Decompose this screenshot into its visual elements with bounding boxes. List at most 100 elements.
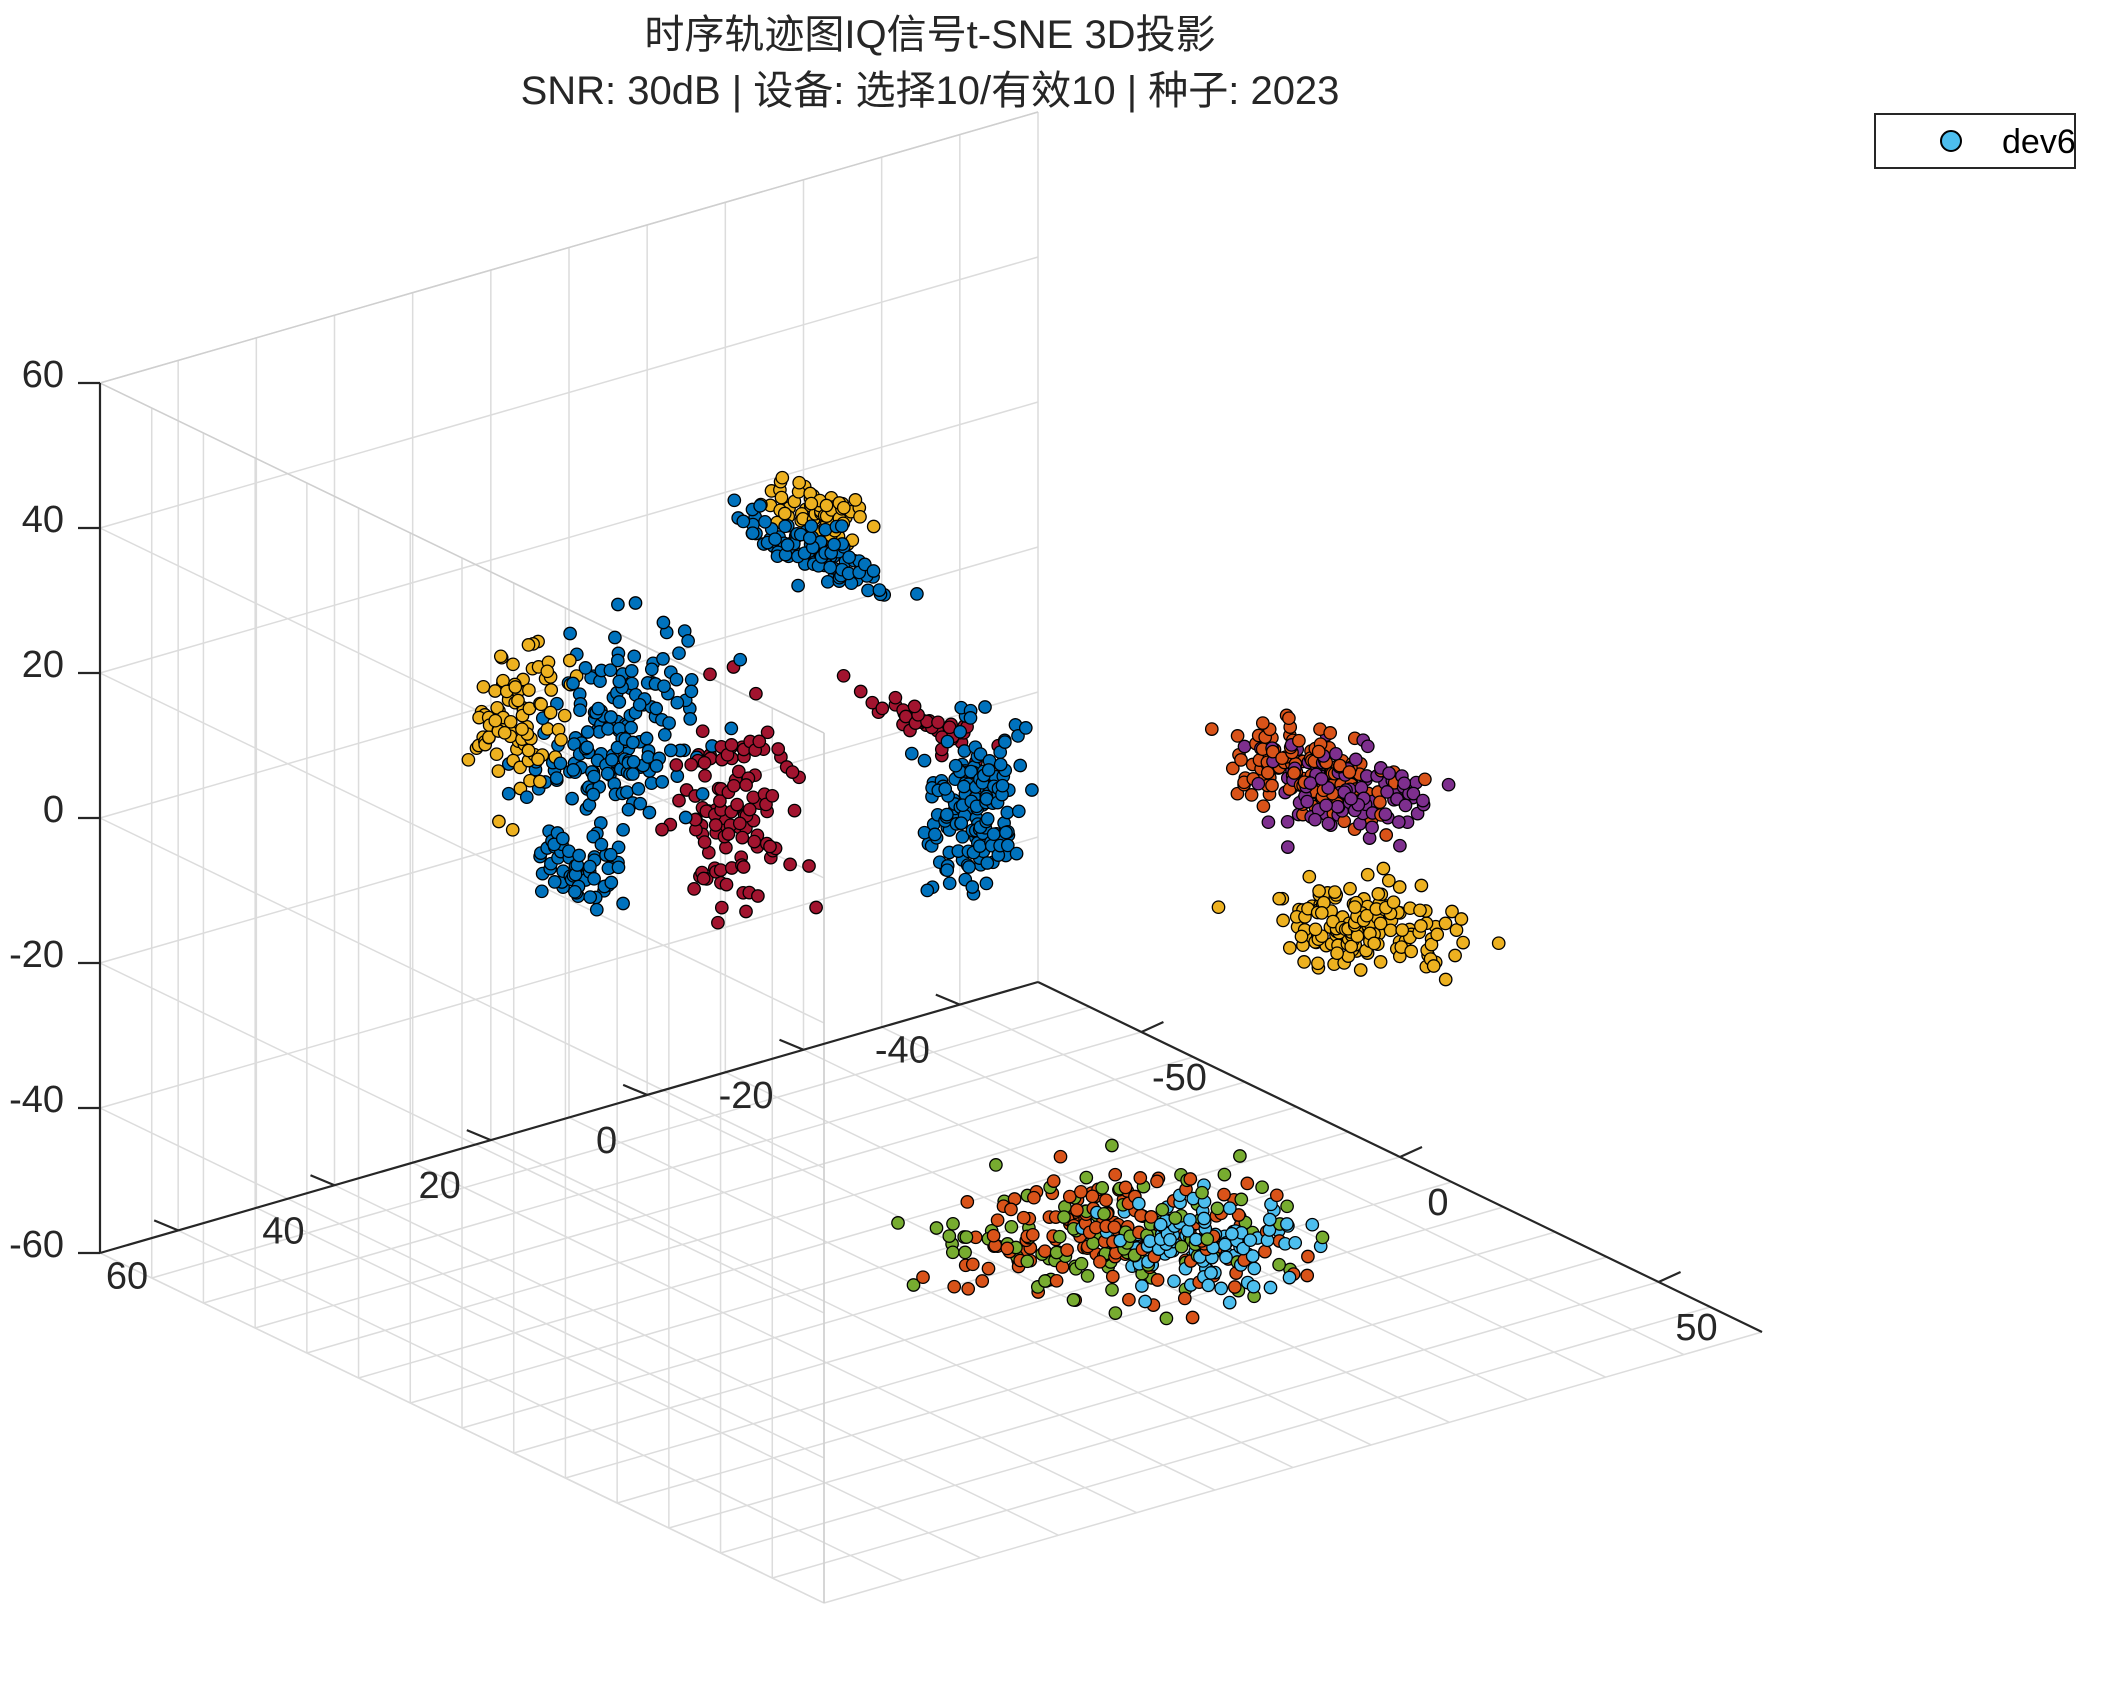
scatter-point (731, 764, 746, 779)
scatter-point (1000, 1241, 1015, 1256)
scatter-point (959, 1230, 974, 1244)
scatter-point (928, 827, 942, 842)
scatter-point (719, 877, 734, 892)
scatter-point (627, 649, 642, 664)
scatter-point (965, 880, 980, 894)
scatter-point (981, 763, 996, 777)
scatter-point (1057, 1210, 1071, 1224)
scatter-point (1105, 1282, 1119, 1297)
scatter-point (662, 716, 676, 730)
scatter-point (1438, 972, 1453, 987)
scatter-point (733, 652, 748, 667)
legend[interactable]: dev6 (1874, 113, 2076, 169)
scatter-point (747, 834, 762, 849)
scatter-point (1302, 869, 1317, 884)
scatter-point (713, 863, 728, 877)
scatter-point (1404, 944, 1419, 959)
scatter-point (739, 904, 753, 919)
scatter-point (505, 822, 520, 837)
scatter-point (981, 1261, 996, 1276)
scatter-point (639, 731, 654, 746)
scatter-point (947, 1279, 962, 1294)
scatter-point (544, 683, 559, 697)
tick-labels: -50 0 50 -40 -20 0 20 40 60 -60 -40 -20 0 20 40 60 (9, 354, 1718, 1349)
scatter-point (1011, 804, 1026, 819)
scatter-point (1105, 1269, 1120, 1284)
scatter-point (501, 786, 516, 801)
scatter-point (1265, 778, 1279, 793)
scatter-point (603, 663, 618, 678)
scatter-point (836, 668, 851, 683)
scatter-point (1204, 722, 1219, 736)
scatter-point (684, 757, 699, 772)
scatter-point (1301, 1249, 1315, 1264)
scatter-point (802, 531, 817, 545)
scatter-point (600, 766, 615, 781)
scatter-point (783, 857, 797, 872)
scatter-point (591, 701, 606, 716)
scatter-point (489, 747, 504, 762)
scatter-point (491, 764, 506, 778)
scatter-point (1308, 812, 1322, 827)
scatter-point (1303, 776, 1318, 790)
scatter-point (657, 727, 672, 742)
scatter-point (604, 710, 618, 724)
scatter-point (1360, 739, 1375, 754)
scatter-point (1099, 1193, 1113, 1208)
scatter-point (534, 697, 548, 712)
scatter-point (1195, 1185, 1209, 1200)
scatter-point (1321, 816, 1336, 831)
scatter-point (503, 714, 518, 729)
scatter-point (605, 752, 619, 767)
scatter-point (1456, 935, 1470, 950)
scatter-point (1153, 1217, 1168, 1232)
box-edge (99, 111, 1039, 384)
scatter-point (721, 827, 736, 841)
scatter-point (1201, 1278, 1216, 1293)
scatter-point (684, 684, 699, 699)
scatter-point (531, 752, 545, 767)
scatter-point (1330, 946, 1344, 961)
scatter-point (696, 871, 711, 886)
scatter-point (1150, 1174, 1164, 1189)
scatter-point (586, 787, 601, 802)
scatter-point (568, 884, 582, 899)
scatter-point (1414, 878, 1429, 893)
scatter-point (669, 758, 684, 772)
scatter-point (1348, 900, 1362, 914)
scatter-point (1168, 1211, 1183, 1225)
scatter-point (506, 657, 520, 672)
scatter-point (753, 498, 767, 513)
x-tick-label: -50 (1152, 1057, 1207, 1099)
scatter-point (1074, 1256, 1089, 1271)
scatter-point (1381, 873, 1396, 888)
scatter-point (1311, 744, 1326, 759)
scatter-point (1219, 1250, 1233, 1265)
z-tick-label: 60 (22, 354, 64, 396)
scatter-point (1052, 1229, 1067, 1244)
scatter-point (1398, 798, 1413, 813)
scatter-point (1163, 1232, 1177, 1247)
scatter-point (554, 732, 568, 747)
z-tick-label: 20 (22, 644, 64, 686)
scatter-point (540, 664, 555, 679)
scatter-point (777, 506, 792, 521)
scatter-point (1288, 1235, 1303, 1250)
scatter-point (760, 725, 775, 740)
scatter-point (601, 722, 615, 736)
scatter-point (946, 1216, 960, 1231)
scatter-point (1353, 963, 1368, 977)
scatter-point (1240, 1176, 1255, 1191)
scatter-point (543, 705, 558, 720)
scatter-point (632, 697, 647, 712)
scatter-point (1344, 791, 1358, 806)
scatter-point (1282, 711, 1296, 726)
scatter-point (1311, 956, 1325, 971)
scatter-point (1280, 1217, 1294, 1231)
scatter-point (1280, 1199, 1294, 1214)
scatter-point (695, 787, 710, 801)
scatter-point (1200, 1232, 1215, 1246)
scatter-point (655, 822, 669, 837)
scatter-point (1247, 1261, 1262, 1276)
scatter-point (1373, 916, 1388, 931)
